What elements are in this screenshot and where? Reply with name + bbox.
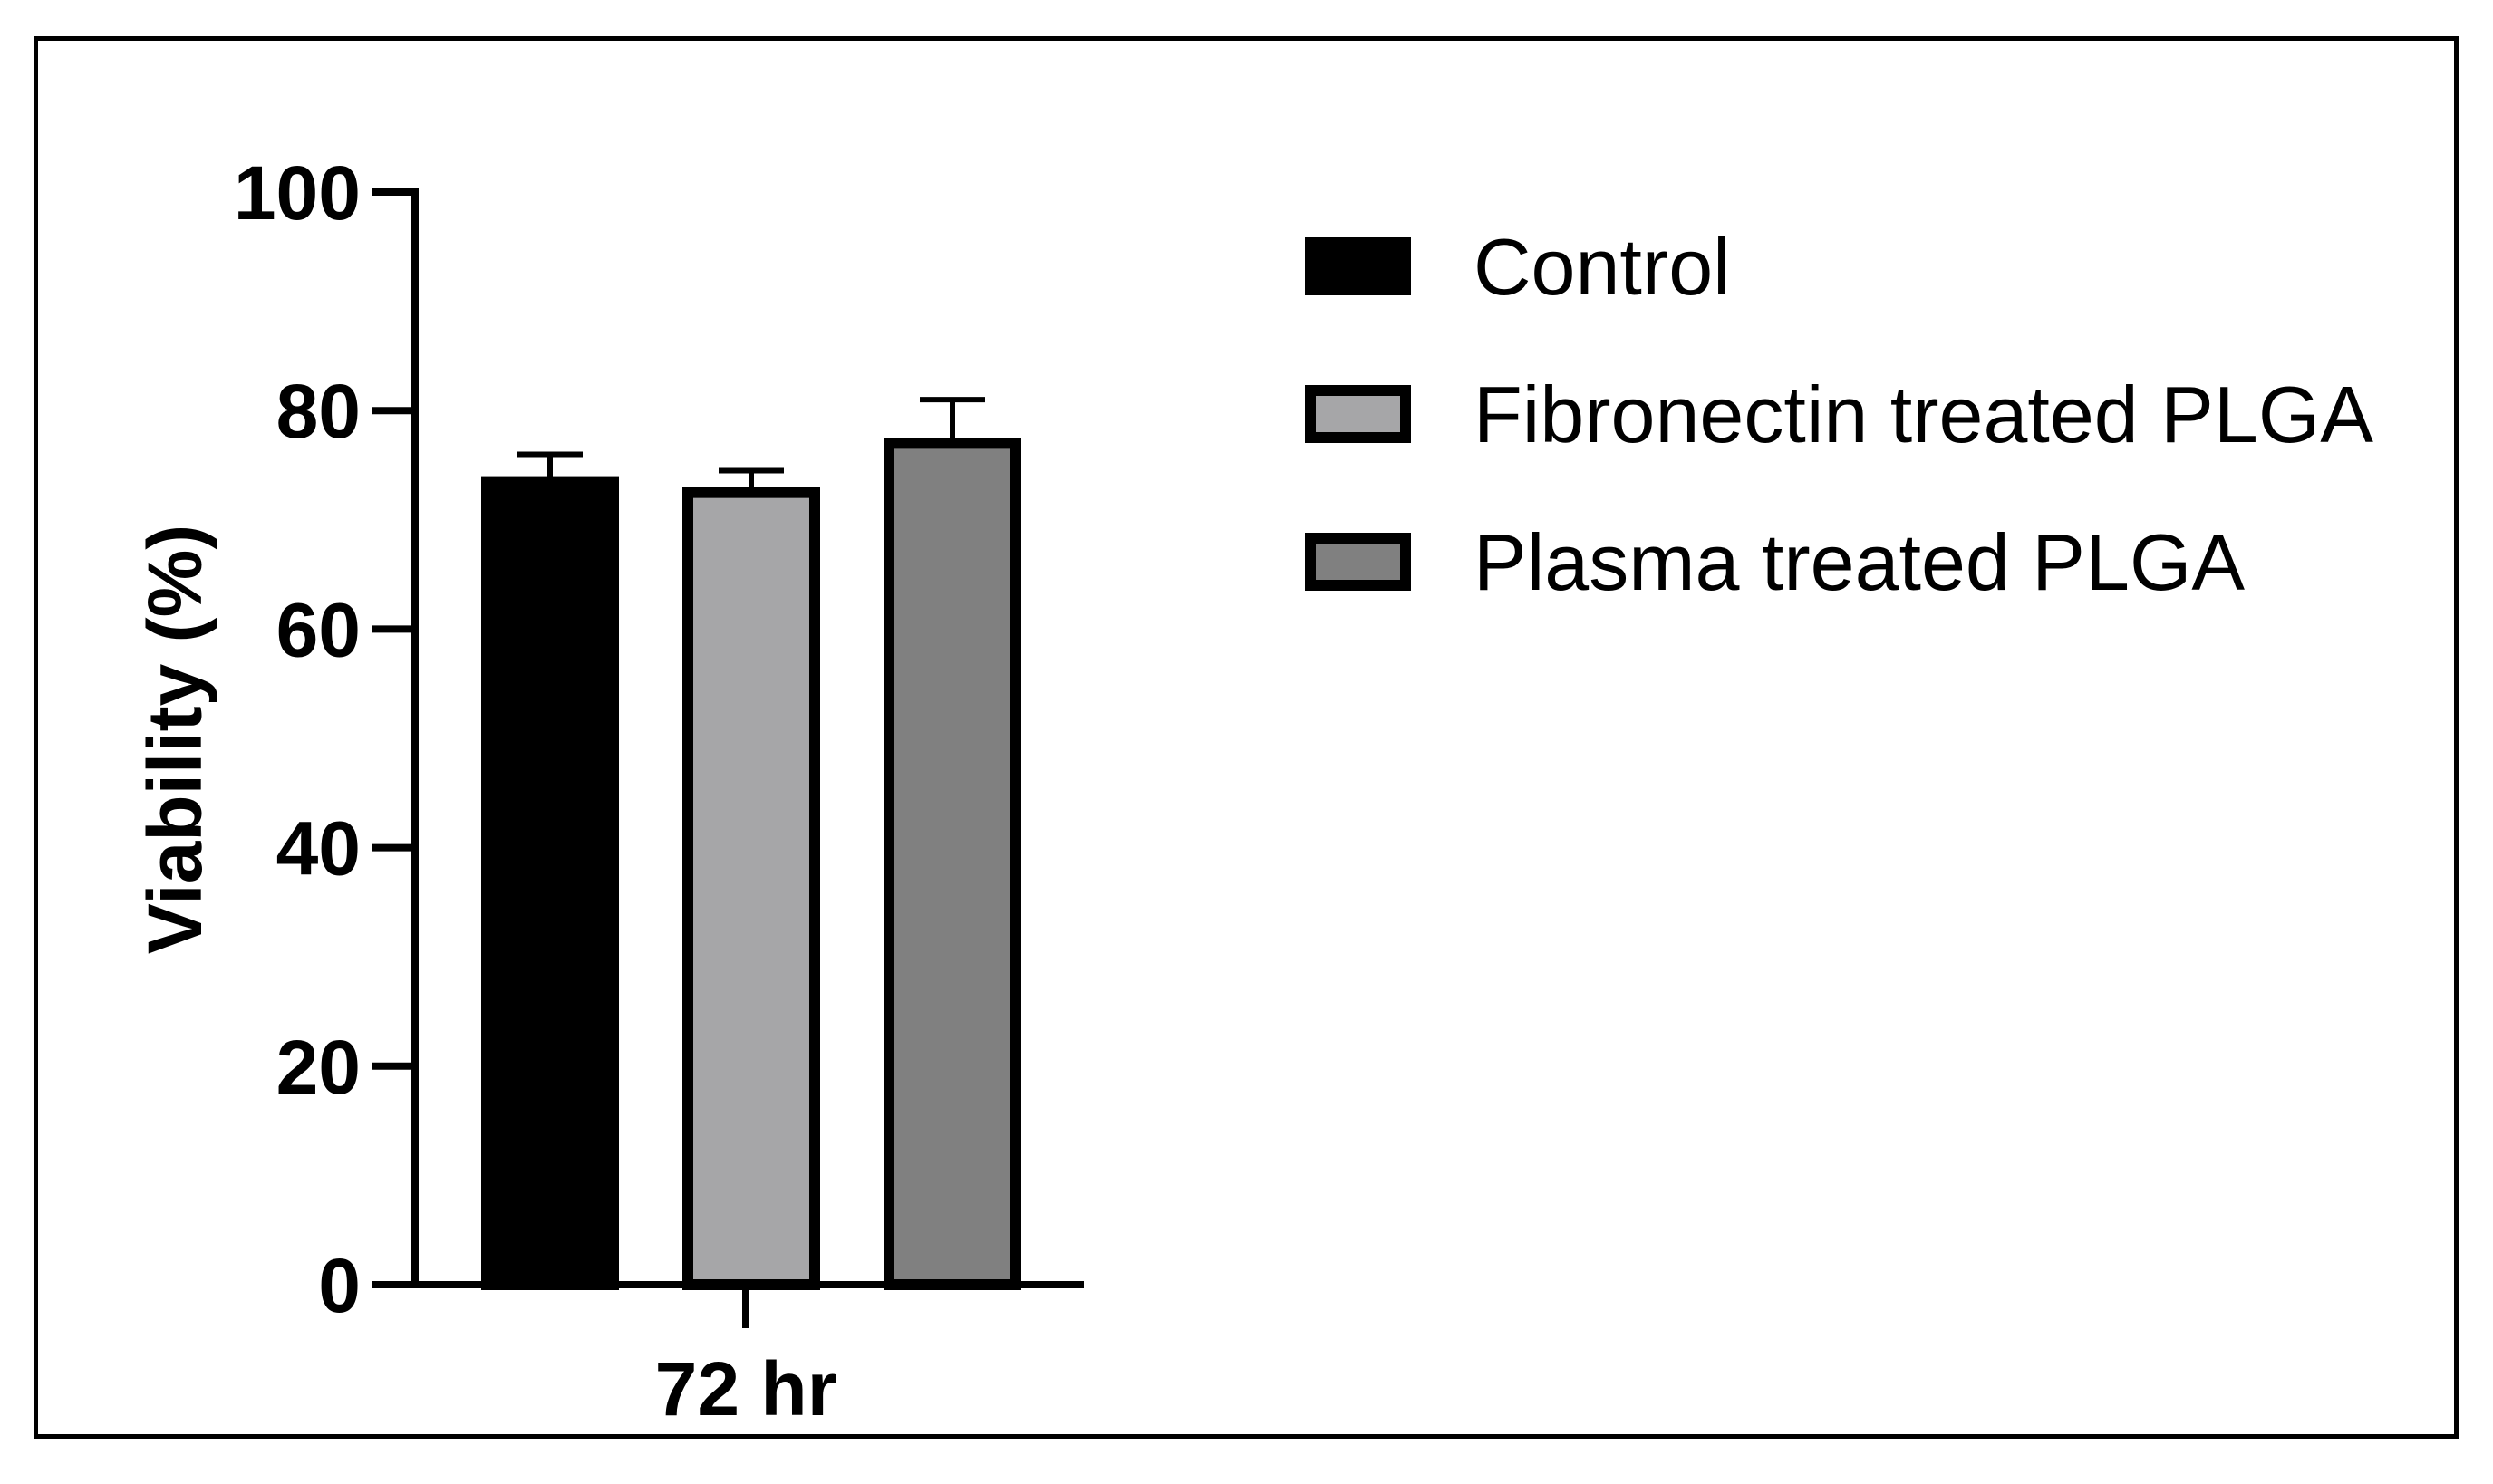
legend-label: Fibronectin treated PLGA xyxy=(1474,370,2373,459)
bar-control xyxy=(481,476,619,1290)
y-tick-label: 60 xyxy=(276,587,361,672)
bar-fibronectin-treated-plga xyxy=(682,487,820,1290)
y-tick-label: 100 xyxy=(234,150,361,236)
axes xyxy=(411,188,1084,1328)
legend-swatch xyxy=(1305,385,1411,443)
y-tick-label: 40 xyxy=(276,806,361,891)
y-axis-ticks: 0 20 40 60 80 100 xyxy=(234,150,415,1328)
bar-plasma-treated-plga xyxy=(884,438,1021,1290)
x-tick-label: 72 hr xyxy=(655,1346,837,1431)
figure-frame xyxy=(34,36,2459,1439)
legend: Control Fibronectin treated PLGA Plasma tr… xyxy=(1305,222,2373,607)
legend-swatch xyxy=(1305,237,1411,295)
y-tick-label: 0 xyxy=(318,1243,361,1328)
bars xyxy=(481,397,1021,1290)
y-axis-title: Viability (%) xyxy=(132,525,217,955)
legend-swatch xyxy=(1305,533,1411,591)
y-tick-label: 80 xyxy=(276,369,361,454)
legend-label: Plasma treated PLGA xyxy=(1474,517,2245,607)
legend-label: Control xyxy=(1474,222,1731,312)
y-tick-label: 20 xyxy=(276,1025,361,1110)
